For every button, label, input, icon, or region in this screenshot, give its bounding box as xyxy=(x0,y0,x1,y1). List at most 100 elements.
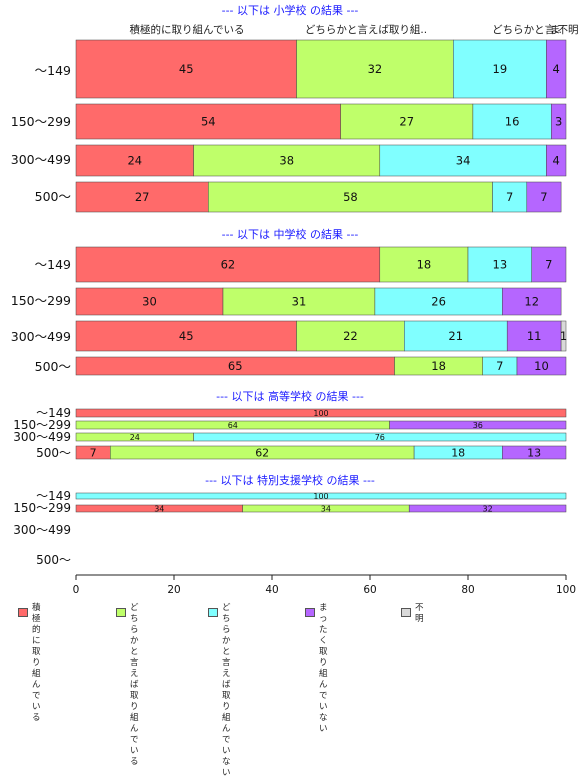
bar-segment xyxy=(222,287,376,316)
bar-segment xyxy=(506,320,562,352)
data-label: 65 xyxy=(228,359,243,373)
group-title: --- 以下は 中学校 の結果 --- xyxy=(222,227,359,241)
legend-label: まったく 取り組んでいない xyxy=(319,603,328,734)
data-label: 13 xyxy=(527,446,541,459)
bar-segment xyxy=(404,320,508,352)
legend-swatch xyxy=(208,608,218,617)
bar-segment xyxy=(75,320,297,352)
bar-segment xyxy=(75,246,381,283)
bar-segment xyxy=(75,181,209,213)
bar-segment xyxy=(75,287,224,316)
data-label: 54 xyxy=(201,115,216,129)
group-title: --- 以下は 特別支援学校 の結果 --- xyxy=(205,473,375,487)
data-label: 3 xyxy=(555,115,562,129)
bar-segment xyxy=(551,103,567,140)
bar-segment xyxy=(296,320,405,352)
data-label: 7 xyxy=(90,446,97,459)
data-label: 18 xyxy=(417,258,432,272)
data-label: 34 xyxy=(154,504,164,513)
bar-segment xyxy=(340,103,474,140)
x-tick-label: 100 xyxy=(556,584,576,596)
category-label: 300〜499 xyxy=(13,523,71,537)
data-label: 7 xyxy=(540,190,547,204)
data-label: 62 xyxy=(255,446,269,459)
bar-segment xyxy=(502,287,562,316)
data-label: 34 xyxy=(321,504,331,513)
data-label: 4 xyxy=(553,154,560,168)
category-label: 300〜499 xyxy=(11,152,71,167)
data-label: 18 xyxy=(431,359,446,373)
data-label: 24 xyxy=(130,433,140,442)
data-label: 38 xyxy=(279,154,294,168)
data-label: 58 xyxy=(343,190,358,204)
category-label: 500〜 xyxy=(35,189,71,204)
data-label: 62 xyxy=(221,258,236,272)
bar-segment xyxy=(516,356,567,376)
data-label: 34 xyxy=(456,154,471,168)
category-label: 〜149 xyxy=(35,257,71,272)
legend-swatch xyxy=(18,608,28,617)
data-label: 32 xyxy=(368,62,383,76)
category-label: 150〜299 xyxy=(11,114,71,129)
data-label: 11 xyxy=(527,329,542,343)
bar-segment xyxy=(453,39,547,99)
data-label: 76 xyxy=(375,433,385,442)
bar-segment xyxy=(193,144,381,177)
column-label: ま xyxy=(550,24,561,36)
group-title: --- 以下は 高等学校 の結果 --- xyxy=(216,389,364,403)
data-label: 7 xyxy=(506,190,513,204)
bar-segment xyxy=(492,181,528,213)
category-label: 150〜299 xyxy=(13,501,71,515)
x-tick-label: 60 xyxy=(363,584,376,596)
legend-swatch xyxy=(401,608,411,617)
bar-segment xyxy=(560,320,567,352)
data-label: 27 xyxy=(135,190,150,204)
data-label: 18 xyxy=(451,446,465,459)
data-label: 4 xyxy=(553,62,560,76)
bar-segment xyxy=(467,246,532,283)
legend-label: 不明 xyxy=(415,603,424,624)
data-label: 7 xyxy=(545,258,552,272)
bar-segment xyxy=(502,445,567,460)
x-tick-label: 80 xyxy=(461,584,474,596)
chart-legend: 積極的に 取り組んでいる どちらかと言えば 取り組んでいる どちらかと言えば 取り組んでい… xyxy=(18,603,578,778)
legend-label: どちらかと言えば 取り組んでいない xyxy=(222,603,231,778)
column-label: どちらかと言.. xyxy=(492,23,562,36)
data-label: 32 xyxy=(483,504,493,513)
data-label: 13 xyxy=(493,258,508,272)
data-label: 100 xyxy=(313,492,328,501)
legend-swatch xyxy=(116,608,126,617)
category-label: 〜149 xyxy=(36,489,71,503)
category-label: 300〜499 xyxy=(11,329,71,344)
legend-label: どちらかと言えば 取り組んでいる xyxy=(130,603,139,767)
bar-segment xyxy=(389,420,567,430)
data-label: 31 xyxy=(292,295,307,309)
bar-segment xyxy=(379,144,547,177)
group-title: --- 以下は 小学校 の結果 --- xyxy=(222,3,359,17)
column-label: どちらかと言えば取り組.. xyxy=(305,23,427,36)
column-label: 不明 xyxy=(558,24,579,36)
bar-segment xyxy=(546,39,567,99)
data-label: 26 xyxy=(431,295,446,309)
bar-segment xyxy=(379,246,469,283)
legend-label: 積極的に 取り組んでいる xyxy=(32,603,41,723)
data-label: 36 xyxy=(473,421,483,430)
column-label: 積極的に取り組んでいる xyxy=(130,23,245,36)
bar-segment xyxy=(75,492,567,500)
bar-segment xyxy=(75,144,194,177)
bar-segment xyxy=(296,39,454,99)
bar-segment xyxy=(526,181,562,213)
legend-swatch xyxy=(305,608,315,617)
category-label: 500〜 xyxy=(35,359,71,374)
data-label: 45 xyxy=(179,329,194,343)
data-label: 22 xyxy=(343,329,358,343)
category-label: 300〜499 xyxy=(13,430,71,444)
data-label: 64 xyxy=(228,421,238,430)
category-label: 〜149 xyxy=(35,63,71,78)
bar-segment xyxy=(193,432,567,442)
category-label: 500〜 xyxy=(36,446,71,460)
data-label: 45 xyxy=(179,62,194,76)
x-tick-label: 40 xyxy=(265,584,278,596)
data-label: 100 xyxy=(313,409,328,418)
stacked-bar-chart: 積極的に取り組んでいる どちらかと言えば取り組.. どちらかと言..ま不明 --- 以… xyxy=(11,3,579,596)
